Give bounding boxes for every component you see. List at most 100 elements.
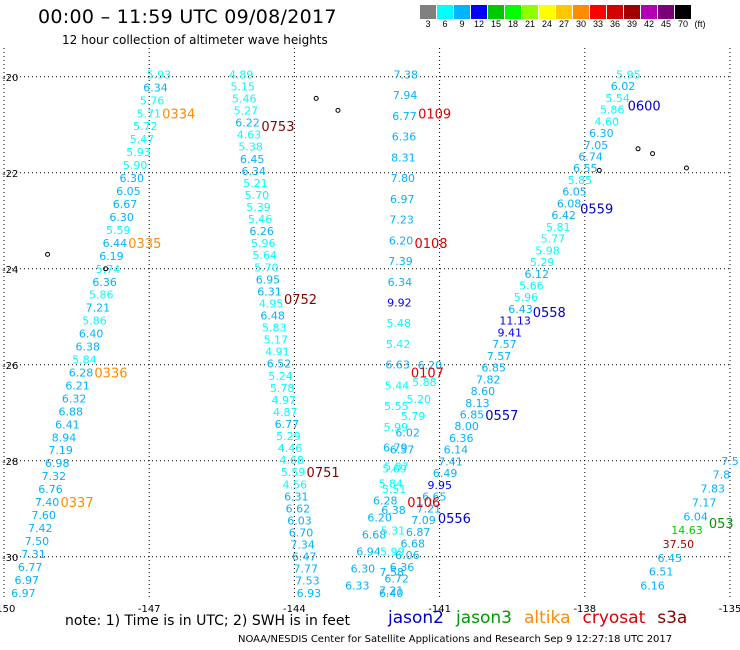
swh-value-label: 7.38 <box>393 68 418 81</box>
swh-value-label: 6.19 <box>99 250 124 263</box>
swh-value-label: 7.34 <box>290 539 315 552</box>
color-swatch <box>573 5 589 19</box>
swh-value-label: 7.58 <box>380 566 405 579</box>
swh-value-label: 6.42 <box>551 209 576 222</box>
pass-time-label: 0336 <box>94 366 127 381</box>
swh-value-label: 6.65 <box>422 491 447 504</box>
swh-value-label: 4.63 <box>237 129 262 142</box>
swh-value-label: 7.80 <box>391 172 416 185</box>
color-swatch <box>539 5 555 19</box>
swh-value-label: 5.42 <box>386 338 411 351</box>
swh-value-label: 7.40 <box>35 496 60 509</box>
swh-value-label: 7.5 <box>721 455 739 468</box>
pass-time-label: 0752 <box>284 293 317 308</box>
swh-value-label: 6.88 <box>59 405 84 418</box>
swh-value-label: 5.38 <box>238 141 263 154</box>
swh-value-label: 6.38 <box>381 504 406 517</box>
swh-value-label: 5.99 <box>384 421 409 434</box>
swh-value-label: 6.26 <box>249 225 274 238</box>
island-outline <box>335 107 341 113</box>
swh-value-label: 6.57 <box>390 444 415 457</box>
swh-value-label: 5.95 <box>616 68 641 81</box>
color-scale-legend: 3 6 9 12 15 18 21 24 27 30 33 36 39 42 45 70 (ft) <box>420 5 730 35</box>
swh-value-label: 5.51 <box>382 483 407 496</box>
swh-value-label: 6.22 <box>235 117 260 130</box>
color-swatch <box>675 5 691 19</box>
color-scale-label: 9 <box>459 19 465 29</box>
swh-value-label: 6.28 <box>69 366 94 379</box>
island-outline <box>103 266 109 272</box>
swh-value-label: 4.95 <box>259 297 284 310</box>
color-scale-label: 30 <box>575 19 586 29</box>
swh-value-label: 6.06 <box>395 549 420 562</box>
swh-value-label: 6.31 <box>284 490 309 503</box>
swh-value-label: 6.97 <box>390 193 415 206</box>
swh-value-label: 6.77 <box>392 110 417 123</box>
swh-value-label: 6.51 <box>649 566 674 579</box>
swh-value-label: 6.34 <box>242 165 267 178</box>
swh-value-label: 7.41 <box>438 455 463 468</box>
swh-value-label: 7.50 <box>25 535 50 548</box>
swh-value-label: 5.76 <box>140 94 165 107</box>
swh-value-label: 7.94 <box>393 89 418 102</box>
legend-entry-s3a: s3a <box>657 608 688 628</box>
pass-time-label: 0334 <box>162 107 195 122</box>
color-swatch <box>420 5 436 19</box>
swh-value-label: 6.98 <box>45 457 70 470</box>
color-swatch <box>556 5 572 19</box>
swh-value-label: 7.05 <box>584 139 609 152</box>
island-outline <box>635 146 641 152</box>
swh-value-label: 6.36 <box>392 131 417 144</box>
color-scale-label: 36 <box>609 19 620 29</box>
swh-value-label: 8.94 <box>52 431 77 444</box>
color-swatch <box>641 5 657 19</box>
swh-value-label: 5.93 <box>126 146 151 159</box>
swh-value-label: 6.12 <box>524 268 549 281</box>
swh-value-label: 5.47 <box>130 133 155 146</box>
swh-value-label: 6.21 <box>65 379 90 392</box>
swh-value-label: 6.14 <box>444 444 469 457</box>
swh-value-label: 7.60 <box>31 509 56 522</box>
color-scale-label: 24 <box>541 19 552 29</box>
swh-value-label: 5.66 <box>519 279 544 292</box>
swh-value-label: 8.60 <box>471 385 496 398</box>
swh-value-label: 7.57 <box>487 350 512 363</box>
swh-value-label: 5.79 <box>401 410 426 423</box>
swh-value-label: 5.84 <box>72 354 97 367</box>
swh-value-label: 6.30 <box>109 211 134 224</box>
swh-value-label: 6.97 <box>11 587 36 600</box>
legend-entry-jason3: jason3 <box>456 608 512 628</box>
pass-time-label: 0109 <box>418 107 451 122</box>
swh-value-label: 8.31 <box>391 151 416 164</box>
color-scale-label: (ft) <box>694 19 706 29</box>
island-outline <box>313 95 319 101</box>
swh-value-label: 5.72 <box>133 120 158 133</box>
swh-value-label: 6.94 <box>356 546 381 559</box>
swh-value-label: 7.53 <box>295 575 320 588</box>
swh-value-label: 6.40 <box>379 587 404 600</box>
color-swatch <box>471 5 487 19</box>
swh-value-label: 6.79 <box>383 442 408 455</box>
swh-value-label: 6.74 <box>578 150 603 163</box>
x-tick-label: -144 <box>283 604 306 615</box>
swh-value-label: 6.32 <box>62 392 87 405</box>
swh-value-label: 5.93 <box>147 68 172 81</box>
chart-title: 00:00 – 11:59 UTC 09/08/2017 <box>38 6 337 28</box>
x-tick-label: -135 <box>719 604 740 615</box>
color-swatch <box>454 5 470 19</box>
swh-value-label: 5.98 <box>535 244 560 257</box>
swh-value-label: 5.87 <box>384 461 409 474</box>
swh-value-label: 6.77 <box>18 561 43 574</box>
swh-value-label: 5.15 <box>230 80 255 93</box>
swh-value-label: 6.34 <box>143 81 168 94</box>
pass-time-label: 0559 <box>580 203 613 218</box>
swh-value-label: 6.05 <box>562 186 587 199</box>
swh-value-label: 5.59 <box>106 224 131 237</box>
swh-value-label: 5.88 <box>412 376 437 389</box>
swh-value-label: 6.87 <box>406 526 431 539</box>
satellite-legend: jason2 jason3 altika cryosat s3a <box>388 608 699 628</box>
swh-value-label: 5.64 <box>253 249 278 262</box>
swh-value-label: 4.87 <box>273 406 298 419</box>
swh-value-label: 6.33 <box>345 580 370 593</box>
pass-time-label: 0751 <box>307 466 340 481</box>
